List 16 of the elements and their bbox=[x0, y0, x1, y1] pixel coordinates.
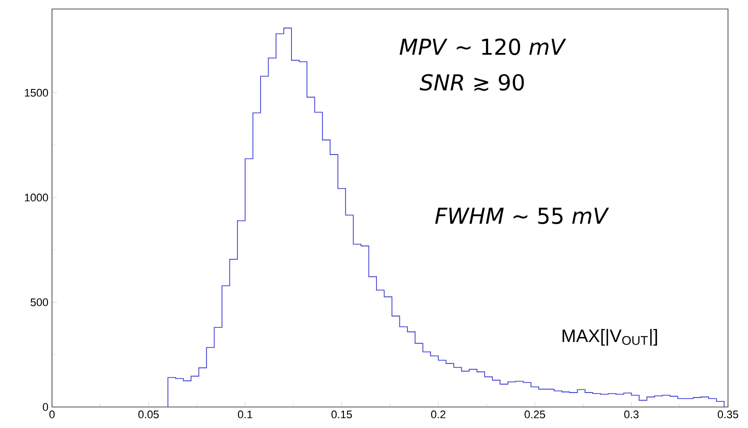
y-tick-label: 1500 bbox=[24, 88, 48, 97]
x-tick-label: 0 bbox=[49, 410, 55, 418]
x-tick-label: 0.3 bbox=[624, 410, 639, 418]
x-tick-label: 0.1 bbox=[238, 410, 252, 418]
x-tick-label: 0.25 bbox=[524, 410, 546, 418]
annotation: MPV ~ 120 mV bbox=[400, 38, 566, 56]
annotation: FWHM ~ 55 mV bbox=[435, 208, 610, 224]
x-tick-label: 0.2 bbox=[431, 410, 446, 418]
y-tick-label: 0 bbox=[42, 403, 48, 411]
y-tick-label: 1000 bbox=[24, 194, 48, 202]
annotation: SNR ≳ 90 bbox=[420, 74, 524, 92]
x-tick-label: 0.05 bbox=[138, 410, 159, 418]
x-axis-title: MAX[|V$_{OUT}$|] bbox=[562, 328, 657, 346]
x-tick-label: 0.15 bbox=[331, 410, 352, 418]
y-tick-label: 500 bbox=[30, 298, 48, 306]
x-tick-label: 0.35 bbox=[718, 410, 738, 418]
